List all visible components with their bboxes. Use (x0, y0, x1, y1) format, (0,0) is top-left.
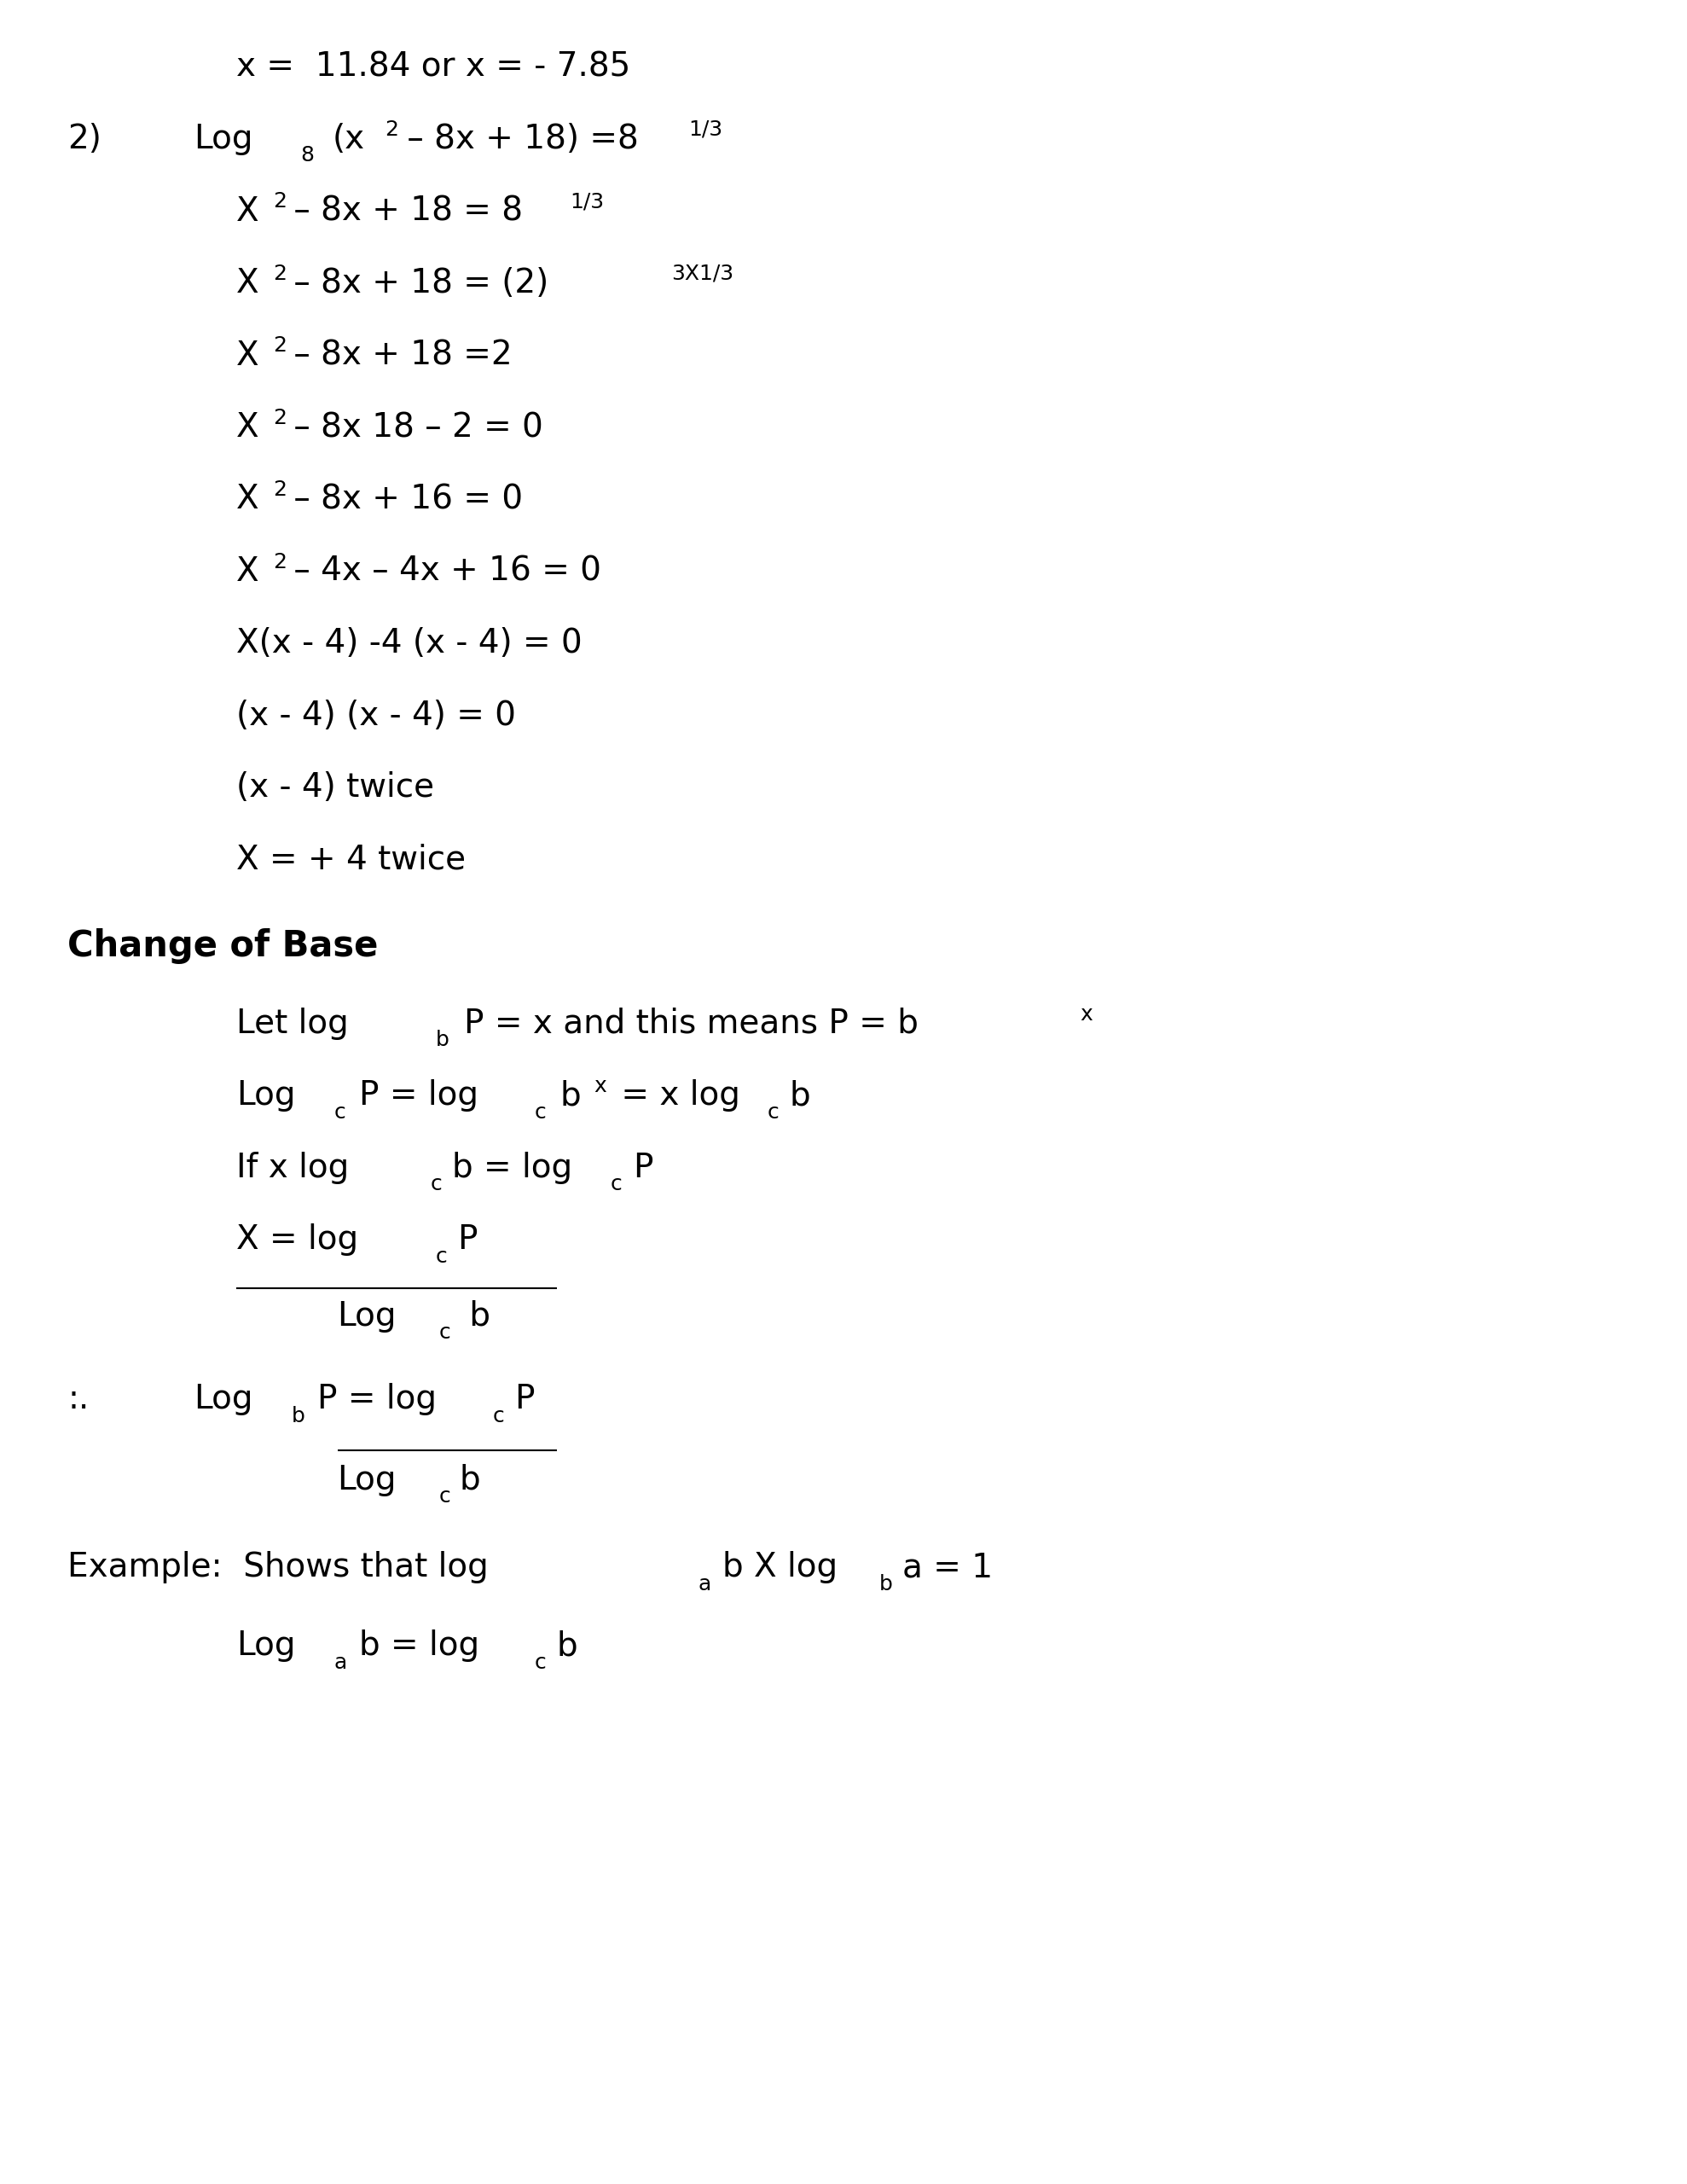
Text: b: b (557, 1629, 577, 1662)
Text: 2): 2) (67, 122, 101, 155)
Text: X = log: X = log (236, 1223, 358, 1256)
Text: b: b (435, 1031, 449, 1051)
Text: 2: 2 (273, 264, 287, 284)
Text: b: b (879, 1575, 892, 1594)
Text: (x: (x (332, 122, 364, 155)
Text: X: X (236, 483, 258, 515)
Text: Let log: Let log (236, 1007, 349, 1040)
Text: b: b (292, 1406, 305, 1426)
Text: X: X (236, 339, 258, 371)
Text: b: b (459, 1463, 479, 1496)
Text: P: P (457, 1223, 477, 1256)
Text: – 8x 18 – 2 = 0: – 8x 18 – 2 = 0 (283, 411, 543, 443)
Text: c: c (439, 1487, 450, 1507)
Text: x =  11.84 or x = - 7.85: x = 11.84 or x = - 7.85 (236, 50, 631, 83)
Text: b: b (459, 1299, 491, 1332)
Text: (x - 4) twice: (x - 4) twice (236, 771, 434, 804)
Text: X: X (236, 411, 258, 443)
Text: 2: 2 (273, 408, 287, 428)
Text: Log: Log (337, 1463, 396, 1496)
Text: P: P (633, 1151, 653, 1184)
Text: – 8x + 18 = (2): – 8x + 18 = (2) (283, 266, 548, 299)
Text: Change of Base: Change of Base (67, 928, 378, 965)
Text: 8: 8 (300, 146, 314, 166)
Text: X = + 4 twice: X = + 4 twice (236, 843, 466, 876)
Text: x: x (1080, 1005, 1091, 1024)
Text: c: c (535, 1103, 547, 1123)
Text: X: X (236, 266, 258, 299)
Text: c: c (435, 1247, 447, 1267)
Text: :.: :. (67, 1382, 89, 1415)
Text: Example:  Shows that log: Example: Shows that log (67, 1551, 489, 1583)
Text: – 8x + 18 = 8: – 8x + 18 = 8 (283, 194, 523, 227)
Text: Log: Log (236, 1629, 295, 1662)
Text: – 8x + 18) =8: – 8x + 18) =8 (396, 122, 638, 155)
Text: X(x - 4) -4 (x - 4) = 0: X(x - 4) -4 (x - 4) = 0 (236, 627, 582, 660)
Text: (x - 4) (x - 4) = 0: (x - 4) (x - 4) = 0 (236, 699, 516, 732)
Text: P: P (515, 1382, 535, 1415)
Text: Log: Log (236, 1079, 295, 1112)
Text: 2: 2 (273, 192, 287, 212)
Text: Log: Log (337, 1299, 396, 1332)
Text: x: x (594, 1077, 606, 1096)
Text: 2: 2 (273, 336, 287, 356)
Text: c: c (334, 1103, 346, 1123)
Text: Log: Log (194, 1382, 253, 1415)
Text: c: c (493, 1406, 504, 1426)
Text: b = log: b = log (452, 1151, 572, 1184)
Text: a: a (334, 1653, 348, 1673)
Text: – 8x + 16 = 0: – 8x + 16 = 0 (283, 483, 523, 515)
Text: 1/3: 1/3 (688, 120, 722, 140)
Text: c: c (430, 1175, 442, 1195)
Text: If x log: If x log (236, 1151, 349, 1184)
Text: 2: 2 (385, 120, 398, 140)
Text: 3X1/3: 3X1/3 (671, 264, 734, 284)
Text: 2: 2 (273, 553, 287, 572)
Text: P = x and this means P = b: P = x and this means P = b (464, 1007, 918, 1040)
Text: a = 1: a = 1 (903, 1551, 994, 1583)
Text: 2: 2 (273, 480, 287, 500)
Text: = x log: = x log (611, 1079, 741, 1112)
Text: – 8x + 18 =2: – 8x + 18 =2 (283, 339, 513, 371)
Text: – 4x – 4x + 16 = 0: – 4x – 4x + 16 = 0 (283, 555, 602, 587)
Text: c: c (768, 1103, 779, 1123)
Text: c: c (535, 1653, 547, 1673)
Text: a: a (698, 1575, 712, 1594)
Text: Log: Log (194, 122, 253, 155)
Text: X: X (236, 555, 258, 587)
Text: P = log: P = log (359, 1079, 479, 1112)
Text: b: b (560, 1079, 580, 1112)
Text: 1/3: 1/3 (570, 192, 604, 212)
Text: b = log: b = log (359, 1629, 479, 1662)
Text: b: b (790, 1079, 810, 1112)
Text: c: c (439, 1324, 450, 1343)
Text: b X log: b X log (722, 1551, 837, 1583)
Text: c: c (611, 1175, 623, 1195)
Text: P = log: P = log (317, 1382, 437, 1415)
Text: X: X (236, 194, 258, 227)
